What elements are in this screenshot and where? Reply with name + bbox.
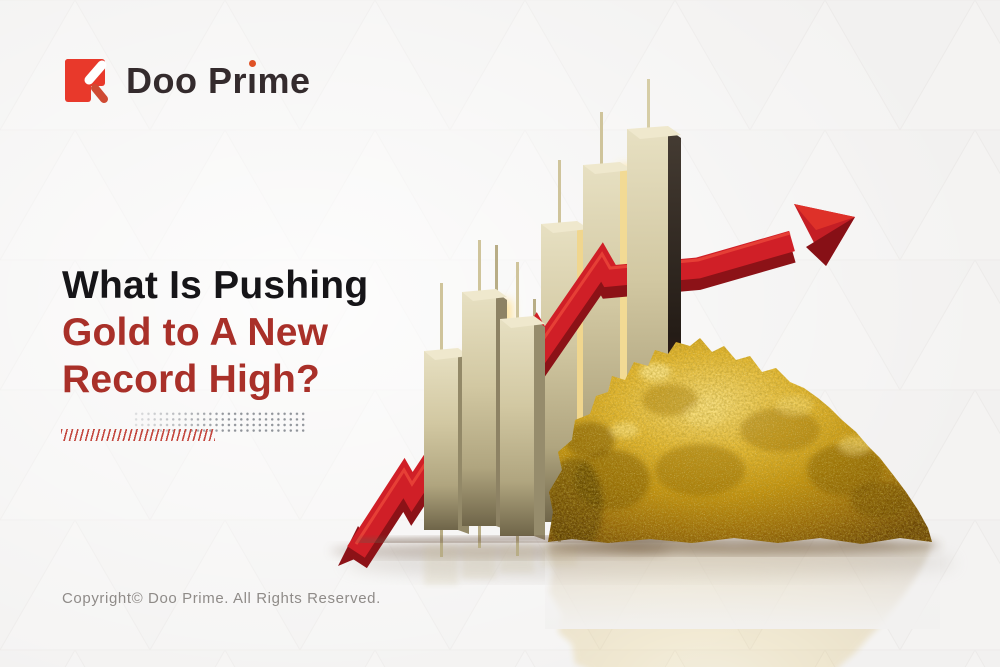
copyright-text: Copyright© Doo Prime. All Rights Reserve… — [62, 590, 381, 607]
candlestick — [500, 262, 545, 556]
gold-nugget — [545, 338, 940, 667]
logo: Doo Prıme — [64, 58, 311, 103]
back-wicks — [495, 245, 536, 489]
up-arrow — [338, 204, 855, 569]
ground-streak — [357, 410, 701, 550]
candlestick-back-group — [541, 112, 632, 542]
headline: What Is Pushing Gold to A New Record Hig… — [62, 262, 368, 403]
nugget-shading — [548, 363, 910, 544]
headline-line-1: What Is Pushing — [62, 264, 369, 307]
headline-line-2: Gold to A New — [62, 311, 329, 354]
hatch-stripe — [61, 429, 215, 441]
candlestick — [462, 240, 507, 548]
floor-shadow — [330, 543, 955, 581]
logo-text-post: me — [257, 60, 311, 101]
candlestick — [541, 160, 589, 542]
candlestick — [627, 79, 681, 506]
candlestick — [583, 112, 632, 516]
candlestick-front-group — [424, 79, 681, 557]
dot-grid — [133, 411, 305, 434]
logo-text-pre: Doo Pr — [126, 60, 248, 101]
candle-reflections — [424, 545, 577, 585]
headline-line-3: Record High? — [62, 358, 321, 401]
logo-i-dot: ı — [247, 60, 258, 101]
logo-text: Doo Prıme — [126, 58, 311, 103]
doo-prime-logo-icon — [65, 59, 108, 103]
candle-glow — [455, 166, 640, 515]
candlestick — [424, 283, 469, 557]
